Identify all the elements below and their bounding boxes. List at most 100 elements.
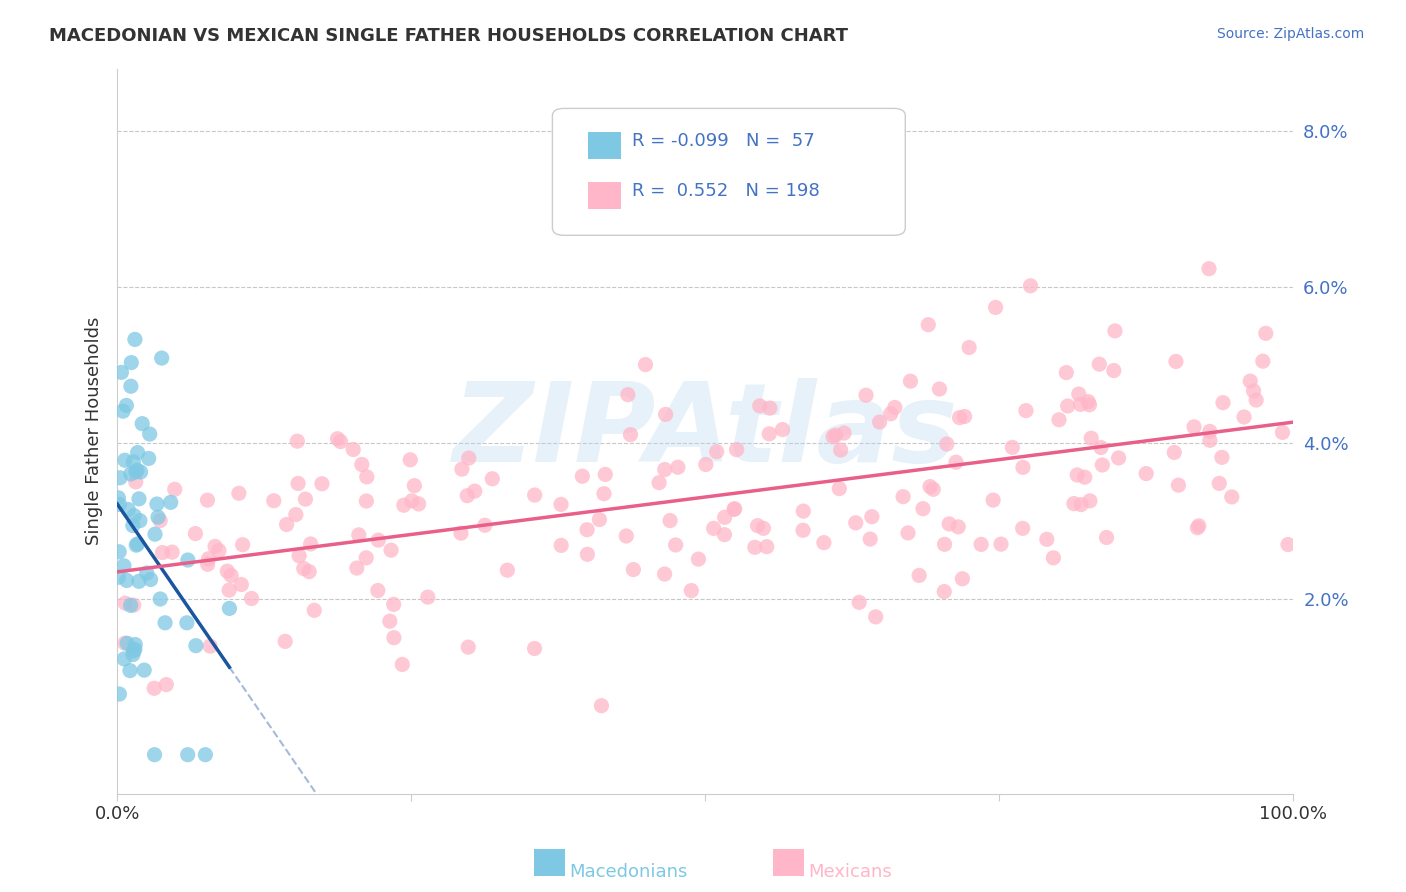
Point <box>294 492 316 507</box>
Point <box>1102 363 1125 377</box>
Point <box>891 490 914 504</box>
Point <box>124 642 146 657</box>
Point <box>772 423 794 437</box>
Point <box>823 430 845 444</box>
Point <box>143 527 166 541</box>
Point <box>197 551 219 566</box>
Point <box>159 495 181 509</box>
Point <box>758 426 780 441</box>
Point <box>143 747 166 762</box>
Point <box>571 469 593 483</box>
Point <box>121 518 143 533</box>
Point <box>114 636 136 650</box>
Point <box>648 475 671 490</box>
Point <box>380 543 402 558</box>
Point <box>240 591 263 606</box>
Point <box>108 545 131 559</box>
Point <box>703 521 725 535</box>
Point <box>107 570 129 584</box>
Point <box>957 341 980 355</box>
Point <box>153 615 176 630</box>
Point <box>792 523 814 537</box>
Point <box>131 417 153 431</box>
Point <box>128 491 150 506</box>
Point <box>163 483 186 497</box>
Point <box>938 516 960 531</box>
Point <box>1063 497 1085 511</box>
Y-axis label: Single Father Households: Single Father Households <box>86 317 103 545</box>
Point <box>1067 387 1090 401</box>
Point <box>217 564 239 578</box>
Point <box>108 471 131 485</box>
Point <box>1108 450 1130 465</box>
Point <box>128 574 150 589</box>
Point <box>1198 425 1220 439</box>
Point <box>654 408 676 422</box>
Point <box>953 409 976 424</box>
Point <box>401 494 423 508</box>
Text: ZIPAtlas: ZIPAtlas <box>453 377 957 484</box>
Point <box>135 566 157 580</box>
Point <box>114 596 136 610</box>
Point <box>1254 326 1277 341</box>
Point <box>723 502 745 516</box>
Point <box>1095 531 1118 545</box>
Point <box>354 550 377 565</box>
Point <box>464 484 486 499</box>
Point <box>824 428 846 442</box>
Point <box>550 538 572 552</box>
Point <box>654 462 676 476</box>
Point <box>523 641 546 656</box>
Point <box>1187 521 1209 535</box>
Point <box>713 510 735 524</box>
Point <box>984 301 1007 315</box>
Point <box>228 486 250 500</box>
Point <box>576 523 599 537</box>
Point <box>950 572 973 586</box>
Point <box>416 590 439 604</box>
Point <box>204 540 226 554</box>
Point <box>1233 409 1256 424</box>
Point <box>1056 399 1078 413</box>
Point <box>198 639 221 653</box>
Point <box>688 552 710 566</box>
Point <box>129 514 152 528</box>
Point <box>231 577 253 591</box>
Point <box>474 518 496 533</box>
Point <box>125 465 148 479</box>
Point <box>659 514 682 528</box>
Point <box>681 583 703 598</box>
Point <box>287 476 309 491</box>
Point <box>481 472 503 486</box>
Point <box>108 687 131 701</box>
Point <box>1080 431 1102 445</box>
Point <box>118 664 141 678</box>
Point <box>845 516 868 530</box>
Point <box>263 493 285 508</box>
Point <box>1070 397 1092 411</box>
Point <box>404 478 426 492</box>
Point <box>177 747 200 762</box>
Point <box>298 565 321 579</box>
Point <box>990 537 1012 551</box>
Point <box>120 599 142 613</box>
Point <box>346 561 368 575</box>
Point <box>1011 521 1033 535</box>
Point <box>274 634 297 648</box>
Point <box>150 545 173 559</box>
Point <box>748 399 770 413</box>
Point <box>146 510 169 524</box>
Point <box>752 521 775 535</box>
Point <box>457 451 479 466</box>
Point <box>1077 394 1099 409</box>
Point <box>115 399 138 413</box>
Point <box>617 387 640 401</box>
Point <box>451 462 474 476</box>
Point <box>326 432 349 446</box>
Point <box>350 458 373 472</box>
Point <box>367 583 389 598</box>
Point <box>928 382 950 396</box>
Point <box>125 463 148 477</box>
FancyBboxPatch shape <box>553 109 905 235</box>
Point <box>883 401 905 415</box>
